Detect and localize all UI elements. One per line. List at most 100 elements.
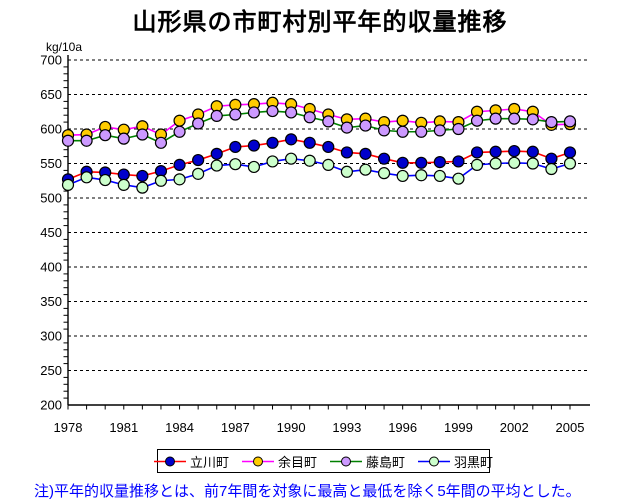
data-point-藤島町	[489, 112, 502, 125]
legend-item-藤島町: 藤島町	[330, 452, 405, 471]
data-point-藤島町	[266, 104, 279, 118]
data-point-立川町	[303, 136, 316, 149]
data-point-藤島町	[210, 109, 223, 122]
data-point-羽黒町	[433, 169, 446, 183]
data-point-立川町	[173, 158, 186, 171]
data-point-藤島町	[117, 132, 130, 145]
legend: 立川町 余目町 藤島町 羽黒町	[153, 449, 493, 473]
data-point-羽黒町	[415, 169, 428, 182]
data-point-羽黒町	[173, 173, 186, 186]
data-point-藤島町	[526, 113, 539, 126]
data-point-藤島町	[61, 134, 75, 147]
data-point-羽黒町	[526, 157, 539, 170]
legend-marker-icon	[330, 456, 362, 466]
data-point-藤島町	[563, 115, 577, 128]
data-point-羽黒町	[154, 174, 168, 187]
chart-title: 山形県の市町村別平年的収量推移	[132, 9, 508, 36]
y-tick-label: 600	[40, 122, 62, 137]
y-tick-label: 300	[40, 329, 62, 344]
data-point-藤島町	[303, 111, 316, 124]
data-point-立川町	[470, 146, 484, 159]
x-tick-label: 1996	[388, 420, 417, 435]
legend-label: 立川町	[189, 454, 229, 470]
legend-item-羽黒町: 羽黒町	[418, 452, 493, 471]
data-point-藤島町	[359, 119, 372, 132]
data-point-藤島町	[192, 117, 205, 130]
data-point-羽黒町	[99, 173, 112, 187]
data-point-羽黒町	[61, 178, 75, 191]
data-point-藤島町	[154, 136, 168, 149]
series-line-立川町	[67, 138, 571, 181]
data-point-羽黒町	[377, 167, 391, 180]
y-tick-label: 700	[40, 53, 62, 68]
data-point-立川町	[433, 156, 446, 169]
legend-item-余目町: 余目町	[241, 452, 317, 471]
x-tick-label: 1978	[54, 420, 83, 435]
data-point-立川町	[452, 155, 465, 168]
x-tick-label: 1984	[165, 420, 194, 435]
x-tick-label: 2005	[556, 420, 585, 435]
legend-marker-icon	[418, 456, 451, 466]
data-point-羽黒町	[322, 158, 335, 171]
data-point-羽黒町	[80, 171, 93, 184]
data-point-余目町	[396, 114, 409, 127]
data-point-立川町	[415, 156, 428, 169]
data-point-立川町	[545, 152, 558, 165]
data-point-藤島町	[322, 115, 335, 128]
data-point-藤島町	[452, 122, 465, 136]
series-line-余目町	[67, 101, 571, 137]
y-tick-label: 550	[40, 156, 62, 171]
y-tick-label: 250	[40, 363, 62, 378]
data-point-藤島町	[396, 125, 409, 138]
data-point-羽黒町	[285, 152, 298, 165]
data-point-藤島町	[433, 124, 446, 137]
data-point-立川町	[396, 156, 409, 169]
data-point-藤島町	[173, 125, 186, 138]
data-point-羽黒町	[303, 154, 316, 167]
legend-label: 余目町	[277, 454, 317, 470]
y-tick-label: 200	[40, 398, 62, 413]
y-axis-unit-label: kg/10a	[46, 40, 83, 54]
data-point-藤島町	[377, 124, 391, 137]
x-tick-label: 1993	[332, 420, 361, 435]
data-point-羽黒町	[396, 169, 409, 183]
data-point-藤島町	[99, 129, 112, 142]
data-point-藤島町	[136, 128, 149, 141]
data-point-藤島町	[340, 121, 353, 134]
data-point-羽黒町	[563, 157, 577, 170]
data-point-藤島町	[229, 108, 242, 121]
data-point-羽黒町	[266, 155, 279, 168]
data-point-羽黒町	[340, 165, 353, 178]
y-tick-label: 650	[40, 87, 62, 102]
x-tick-label: 1999	[444, 420, 473, 435]
data-point-藤島町	[247, 106, 261, 119]
data-point-羽黒町	[247, 160, 261, 174]
data-point-羽黒町	[359, 163, 372, 176]
data-point-羽黒町	[470, 158, 484, 171]
data-point-藤島町	[470, 114, 484, 127]
data-point-藤島町	[545, 115, 558, 129]
data-point-立川町	[229, 140, 242, 154]
data-point-立川町	[210, 147, 223, 160]
data-point-立川町	[359, 147, 372, 160]
data-point-羽黒町	[452, 172, 465, 185]
x-tick-label: 1990	[277, 420, 306, 435]
data-point-羽黒町	[508, 156, 521, 169]
series-line-藤島町	[68, 110, 571, 144]
legend-label: 藤島町	[366, 454, 406, 470]
data-point-羽黒町	[489, 157, 502, 170]
data-point-羽黒町	[136, 181, 149, 194]
data-point-立川町	[247, 139, 261, 152]
data-point-余目町	[173, 114, 186, 127]
data-point-立川町	[322, 140, 335, 154]
legend-item-立川町: 立川町	[153, 452, 229, 471]
data-point-立川町	[285, 133, 298, 146]
data-point-立川町	[136, 169, 149, 183]
data-point-藤島町	[80, 134, 93, 147]
data-point-羽黒町	[117, 178, 130, 191]
data-point-藤島町	[508, 112, 521, 125]
data-point-立川町	[192, 153, 205, 167]
x-tick-label: 1981	[109, 420, 138, 435]
